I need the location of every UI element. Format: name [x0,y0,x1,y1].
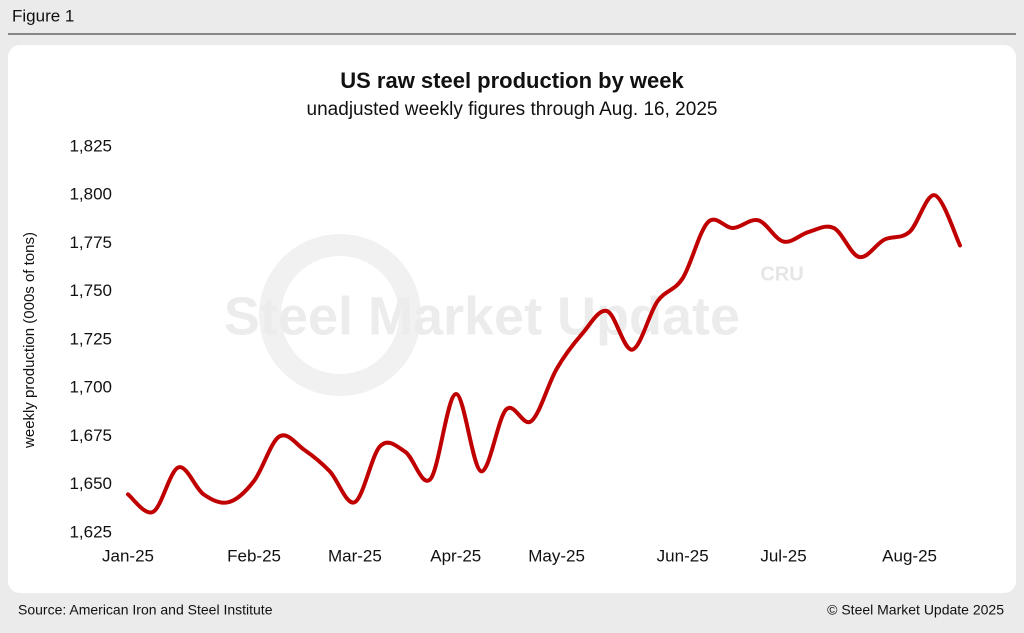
x-tick-label: May-25 [528,546,585,565]
figure-label: Figure 1 [12,6,74,25]
chart: US raw steel production by week unadjust… [21,68,962,565]
y-tick-label: 1,800 [69,185,112,204]
y-axis-label: weekly production (000s of tons) [21,232,38,449]
source: Source: American Iron and Steel Institut… [18,602,273,618]
chart-subtitle: unadjusted weekly figures through Aug. 1… [307,99,718,120]
y-tick-label: 1,750 [69,281,112,300]
y-tick-label: 1,650 [69,474,112,493]
x-tick-label: Feb-25 [227,546,281,565]
y-tick-label: 1,725 [69,329,112,348]
x-tick-label: Jul-25 [760,546,806,565]
y-tick-label: 1,700 [69,378,112,397]
x-tick-label: Apr-25 [430,546,481,565]
watermark-ring [259,234,421,396]
x-tick-label: Aug-25 [882,546,937,565]
y-tick-label: 1,675 [69,426,112,445]
watermark: Steel Market Update [224,286,740,346]
y-tick-label: 1,775 [69,233,112,252]
y-tick-label: 1,825 [69,136,112,155]
x-tick-label: Jan-25 [102,546,154,565]
x-tick-label: Jun-25 [657,546,709,565]
line [126,193,962,515]
x-tick-label: Mar-25 [328,546,382,565]
watermark-logo: CRU [760,263,803,285]
chart-title: US raw steel production by week [340,68,684,93]
y-tick-label: 1,625 [69,522,112,541]
chart-panel [8,45,1016,593]
copyright: © Steel Market Update 2025 [827,602,1004,618]
